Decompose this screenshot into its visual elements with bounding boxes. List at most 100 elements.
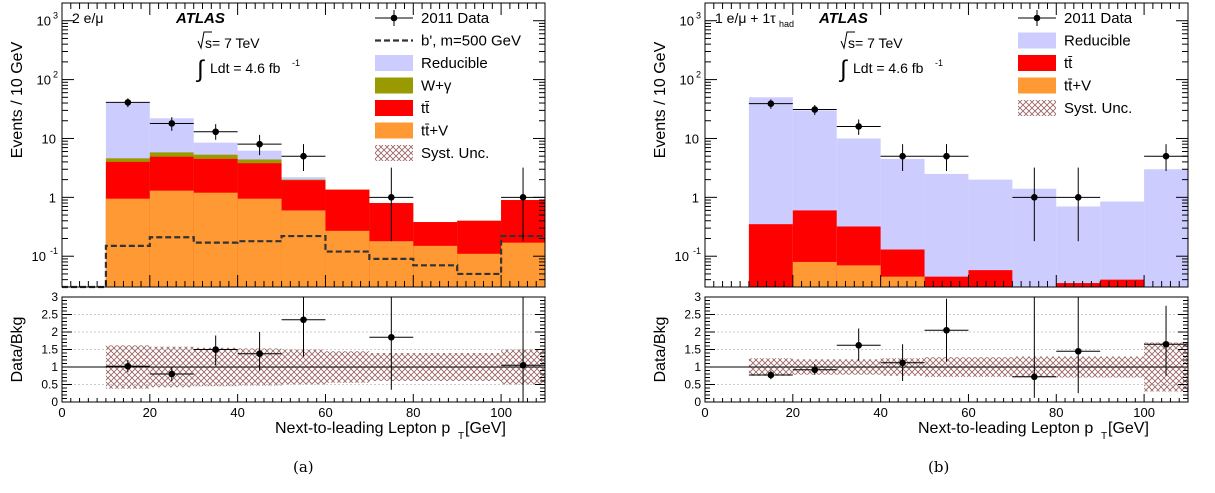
sqrt-symbol <box>197 31 212 50</box>
bar-tt+v-bin-6 <box>325 230 370 287</box>
legend-fill-swatch <box>1018 77 1056 94</box>
ratio-ytick-label-3: 1.5 <box>41 343 58 357</box>
ytick-exp-4: -1 <box>50 246 58 256</box>
bar-tt+v-bin-3 <box>836 265 881 287</box>
ytick-label-0: 10 <box>37 14 51 29</box>
data-point-6 <box>519 194 527 201</box>
xtick-label-0: 0 <box>701 405 708 420</box>
ratio-ytick-label-1: 0.5 <box>41 378 58 392</box>
lumi-label: Ldt = 4.6 fb <box>853 60 924 76</box>
data-point-1 <box>811 106 819 113</box>
ratio-point-5 <box>1031 373 1038 381</box>
bar-reducible-bin-6 <box>968 179 1013 287</box>
caption-b: (b) <box>928 458 950 476</box>
lumi-label: Ldt = 4.6 fb <box>210 60 281 76</box>
xtick-label-0: 0 <box>58 405 65 420</box>
legend-fill-swatch <box>375 122 413 139</box>
legend-fill-swatch <box>1018 55 1056 71</box>
x-axis-label-unit: [GeV] <box>1108 420 1149 437</box>
bar-tt+v-bin-7 <box>369 241 414 287</box>
legend-data-marker <box>1033 14 1041 22</box>
ytick-label-1: 10 <box>680 73 694 88</box>
x-axis-label-sub: T <box>458 431 464 442</box>
legend-fill-swatch <box>375 55 413 71</box>
ratio-point-3 <box>256 350 263 358</box>
ratio-point-4 <box>300 316 307 324</box>
legend-hatch-swatch <box>375 145 413 161</box>
legend-label-0: 2011 Data <box>1064 10 1133 27</box>
data-point-3 <box>899 152 906 160</box>
data-point-2 <box>855 123 862 130</box>
energy-label: s= 7 TeV <box>205 35 260 51</box>
ratio-point-2 <box>212 346 219 353</box>
ratio-ytick-label-6: 3 <box>694 290 701 304</box>
y-axis-label: Events / 10 GeV <box>9 41 26 158</box>
bar-tt+v-bin-2 <box>792 261 837 287</box>
ratio-point-7 <box>1162 340 1170 348</box>
lumi-exp: -1 <box>935 58 943 68</box>
xtick-label-3: 60 <box>318 405 332 420</box>
legend-label-4: Syst. Unc. <box>1064 100 1132 117</box>
x-axis-label: Next-to-leading Lepton p <box>275 420 450 437</box>
legend-label-3: W+γ <box>421 78 452 95</box>
legend-label-6: Syst. Unc. <box>421 145 489 162</box>
experiment-label: ATLAS <box>175 10 225 27</box>
legend-label-4: tt̄ <box>421 100 430 117</box>
ratio-ytick-label-5: 2.5 <box>41 308 58 322</box>
channel-label: 2 e/μ <box>72 10 103 26</box>
ratio-point-3 <box>899 359 906 367</box>
xtick-label-2: 40 <box>230 405 244 420</box>
ytick-label-4: 10 <box>675 249 689 264</box>
ytick-label-0: 10 <box>680 14 694 29</box>
ratio-point-5 <box>388 333 395 341</box>
bar-tt-bin-5 <box>924 276 969 287</box>
xtick-label-1: 20 <box>143 405 157 420</box>
main-frame <box>61 2 546 288</box>
bar-tt-bin-8 <box>1056 283 1101 287</box>
legend-label-1: Reducible <box>1064 33 1131 50</box>
data-point-4 <box>300 152 307 160</box>
ratio-ytick-label-2: 1 <box>51 360 58 374</box>
ratio-ytick-label-3: 1.5 <box>684 343 701 357</box>
ytick-label-2: 10 <box>685 131 699 146</box>
ytick-exp-4: -1 <box>693 246 701 256</box>
ratio-ytick-label-0: 0 <box>694 395 701 409</box>
ratio-ytick-label-5: 2.5 <box>684 308 701 322</box>
lumi-exp: -1 <box>292 58 300 68</box>
bar-tt+v-bin-5 <box>281 210 326 287</box>
ratio-point-2 <box>855 342 862 349</box>
data-point-4 <box>943 152 950 160</box>
ratio-point-6 <box>1074 347 1082 355</box>
ratio-point-1 <box>168 370 176 378</box>
legend-label-1: b', m=500 GeV <box>421 33 521 50</box>
bar-tt+v-bin-4 <box>880 276 925 287</box>
legend-label-2: Reducible <box>421 55 488 72</box>
xtick-label-5: 100 <box>490 405 512 420</box>
xtick-label-1: 20 <box>786 405 800 420</box>
caption-a: (a) <box>293 458 314 476</box>
bar-tt-bin-6 <box>968 270 1013 287</box>
legend-label-0: 2011 Data <box>421 10 490 27</box>
x-axis-label-unit: [GeV] <box>465 420 506 437</box>
ratio-ytick-label-1: 0.5 <box>684 378 701 392</box>
ratio-ytick-label-2: 1 <box>694 360 701 374</box>
bar-tt-bin-1 <box>748 224 793 287</box>
y-axis-label: Events / 10 GeV <box>652 41 669 158</box>
experiment-label: ATLAS <box>818 10 868 27</box>
legend-data-marker <box>390 14 398 22</box>
ratio-ytick-label-0: 0 <box>51 395 58 409</box>
ytick-exp-0: 3 <box>696 11 701 21</box>
ytick-label-4: 10 <box>32 249 46 264</box>
ratio-ytick-label-4: 2 <box>694 325 701 339</box>
data-point-5 <box>1031 194 1038 201</box>
ratio-ytick-label-4: 2 <box>51 325 58 339</box>
legend-label-2: tt̄ <box>1064 55 1073 72</box>
legend-fill-swatch <box>375 100 413 116</box>
bar-tt+v-bin-1 <box>105 198 150 287</box>
ratio-point-6 <box>519 361 527 369</box>
data-point-1 <box>168 120 176 127</box>
xtick-label-5: 100 <box>1133 405 1155 420</box>
data-point-6 <box>1074 194 1082 201</box>
ytick-exp-0: 3 <box>53 11 58 21</box>
